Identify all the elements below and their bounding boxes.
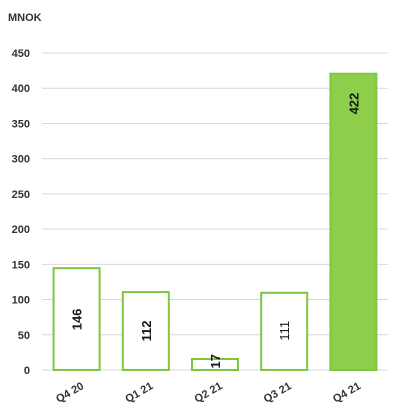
y-tick-label: 50 — [18, 330, 30, 342]
y-axis: 0 50 100 150 200 250 300 350 400 450 — [12, 48, 30, 377]
data-label: 111 — [277, 321, 292, 341]
bar — [330, 74, 376, 370]
data-label: 146 — [70, 309, 85, 331]
data-label: 422 — [346, 93, 361, 115]
y-tick-label: 150 — [12, 259, 30, 271]
data-label: 17 — [208, 354, 223, 368]
data-label: 112 — [139, 321, 154, 342]
y-tick-label: 250 — [12, 189, 30, 201]
x-category-label: Q2 21 — [193, 380, 225, 405]
y-tick-label: 100 — [12, 295, 30, 307]
x-category-label: Q4 21 — [331, 380, 363, 405]
bars: 146 112 17 111 422 — [54, 74, 377, 370]
y-tick-label: 350 — [12, 118, 30, 130]
y-tick-label: 300 — [12, 154, 30, 166]
y-tick-label: 200 — [12, 224, 30, 236]
x-category-label: Q4 20 — [54, 380, 86, 405]
y-tick-label: 0 — [24, 365, 30, 377]
x-axis: Q4 20 Q1 21 Q2 21 Q3 21 Q4 21 — [54, 380, 363, 405]
y-tick-label: 400 — [12, 83, 30, 95]
x-category-label: Q3 21 — [262, 380, 294, 405]
unit-label: MNOK — [8, 12, 42, 24]
x-category-label: Q1 21 — [123, 380, 155, 405]
y-tick-label: 450 — [12, 48, 30, 60]
